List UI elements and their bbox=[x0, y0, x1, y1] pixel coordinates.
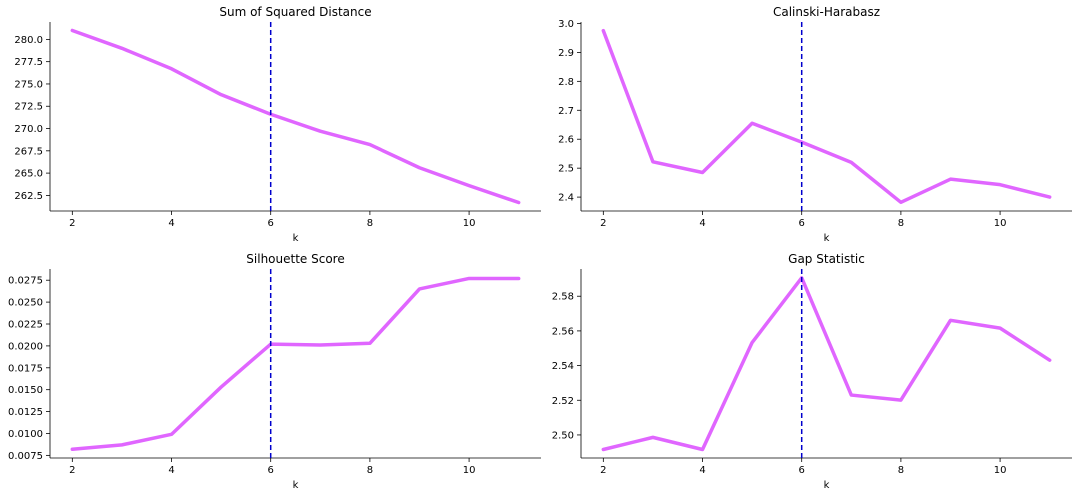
y-tick-label: 0.0200 bbox=[8, 341, 43, 352]
x-tick-label: 8 bbox=[898, 218, 904, 229]
x-tick-label: 4 bbox=[699, 465, 705, 476]
y-tick-label: 2.9 bbox=[558, 48, 574, 59]
y-tick-label: 280.0 bbox=[14, 35, 43, 46]
x-tick-label: 4 bbox=[699, 218, 705, 229]
x-tick-label: 2 bbox=[69, 218, 75, 229]
series-line bbox=[70, 276, 521, 451]
y-tick-label: 2.4 bbox=[558, 193, 574, 204]
y-tick-label: 0.0075 bbox=[8, 451, 43, 462]
y-tick-label: 2.50 bbox=[552, 430, 574, 441]
x-tick-label: 10 bbox=[463, 465, 476, 476]
chart-title: Calinski-Harabasz bbox=[773, 5, 880, 19]
x-tick-label: 6 bbox=[799, 218, 805, 229]
chart-title: Silhouette Score bbox=[246, 252, 344, 266]
y-tick-label: 2.8 bbox=[558, 77, 574, 88]
x-tick-label: 2 bbox=[69, 465, 75, 476]
x-tick-label: 2 bbox=[600, 465, 606, 476]
y-tick-label: 2.5 bbox=[558, 164, 574, 175]
x-tick-label: 4 bbox=[168, 465, 174, 476]
x-tick-label: 8 bbox=[367, 465, 373, 476]
subplot-2: Calinski-Harabasz 2 4 6 8 10 2.4 2.5 2.6 2.7 2.8 2.… bbox=[558, 5, 1072, 244]
y-tick-label: 275.0 bbox=[14, 79, 43, 90]
x-tick-label: 10 bbox=[994, 218, 1007, 229]
x-tick-label: 6 bbox=[268, 465, 274, 476]
y-tick-label: 265.0 bbox=[14, 169, 43, 180]
y-tick-label: 0.0250 bbox=[8, 298, 43, 309]
x-axis-label: k bbox=[293, 233, 299, 244]
y-tick-label: 3.0 bbox=[558, 19, 574, 30]
x-tick-label: 4 bbox=[168, 218, 174, 229]
y-tick-label: 270.0 bbox=[14, 124, 43, 135]
y-tick-label: 267.5 bbox=[14, 146, 43, 157]
y-tick-label: 0.0100 bbox=[8, 429, 43, 440]
y-tick-label: 0.0275 bbox=[8, 276, 43, 287]
chart-title: Gap Statistic bbox=[788, 252, 865, 266]
subplot-1: Sum of Squared Distance 2 4 6 8 10 262.5 265.0 2… bbox=[14, 5, 541, 244]
subplot-4: Gap Statistic 2 4 6 8 10 2.50 2.52 2.54 2.56 2.58 k bbox=[552, 252, 1072, 491]
x-tick-label: 8 bbox=[898, 465, 904, 476]
y-tick-label: 0.0175 bbox=[8, 363, 43, 374]
x-tick-label: 10 bbox=[463, 218, 476, 229]
y-tick-label: 0.0125 bbox=[8, 407, 43, 418]
x-tick-label: 6 bbox=[268, 218, 274, 229]
x-tick-label: 8 bbox=[367, 218, 373, 229]
subplot-3: Silhouette Score 2 4 6 8 10 0.0075 0.0100 0.0125… bbox=[8, 252, 541, 491]
y-tick-label: 2.54 bbox=[552, 361, 574, 372]
y-tick-label: 2.58 bbox=[552, 292, 574, 303]
x-tick-label: 2 bbox=[600, 218, 606, 229]
series-line bbox=[601, 276, 1052, 452]
y-tick-label: 272.5 bbox=[14, 102, 43, 113]
chart-title: Sum of Squared Distance bbox=[219, 5, 371, 19]
y-tick-label: 262.5 bbox=[14, 191, 43, 202]
y-tick-label: 0.0150 bbox=[8, 385, 43, 396]
x-axis-label: k bbox=[824, 480, 830, 491]
x-axis-label: k bbox=[824, 233, 830, 244]
x-tick-label: 10 bbox=[994, 465, 1007, 476]
y-tick-label: 2.6 bbox=[558, 135, 574, 146]
y-tick-label: 277.5 bbox=[14, 57, 43, 68]
x-tick-label: 6 bbox=[799, 465, 805, 476]
y-tick-label: 2.52 bbox=[552, 396, 574, 407]
y-tick-label: 2.56 bbox=[552, 326, 574, 337]
y-tick-label: 2.7 bbox=[558, 106, 574, 117]
x-axis-label: k bbox=[293, 480, 299, 491]
series-line bbox=[70, 28, 521, 205]
series-line bbox=[601, 28, 1052, 205]
y-tick-label: 0.0225 bbox=[8, 320, 43, 331]
